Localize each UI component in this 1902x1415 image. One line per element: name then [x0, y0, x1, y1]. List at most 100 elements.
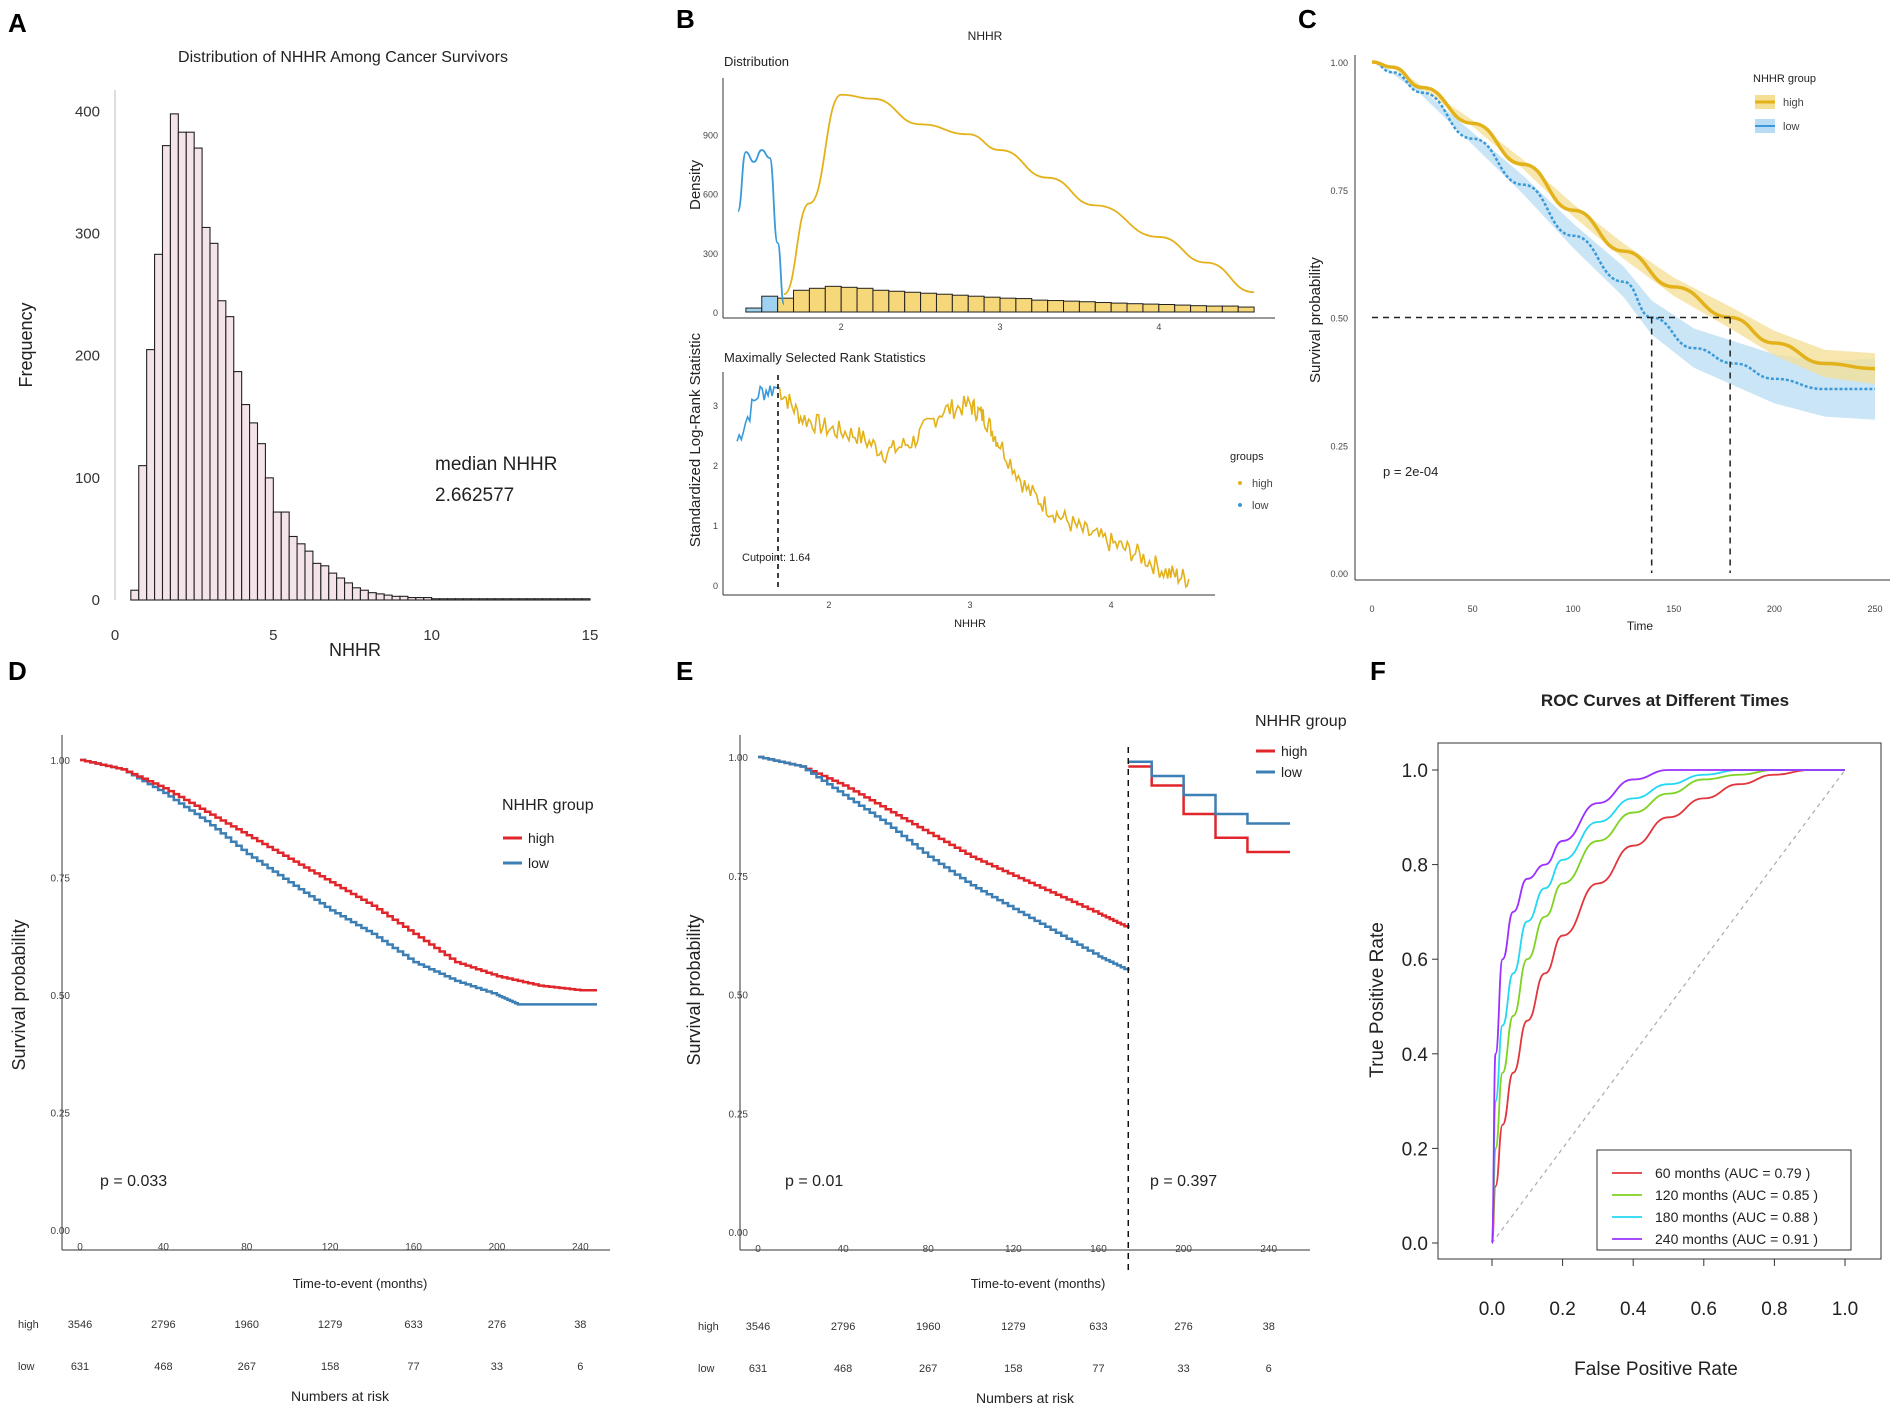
panel-a-title: Distribution of NHHR Among Cancer Surviv… [178, 49, 508, 66]
survival-curve-high-after [1128, 765, 1290, 854]
histogram-bar [486, 598, 496, 601]
panel-c-x-ticks: 0 50 100 150 200 250 [1369, 604, 1882, 614]
confidence-band [1372, 62, 1875, 384]
x-tick-label: 160 [1090, 1244, 1107, 1255]
panel-c-legend-high: high [1783, 97, 1804, 109]
survival-curve-low [80, 758, 597, 1006]
panel-e-landmark-survival: 0.00 0.25 0.50 0.75 1.00 0 40 80 120 160 200 240 S… [684, 713, 1347, 1406]
panel-c-pvalue: p = 2e-04 [1383, 464, 1438, 479]
risk-count-high: 38 [1263, 1321, 1275, 1333]
risk-count-high: 276 [488, 1319, 506, 1331]
risk-count-low: 6 [577, 1361, 583, 1373]
histogram-bar [391, 595, 401, 601]
legend-label: 180 months (AUC = 0.88 ) [1655, 1209, 1818, 1225]
histogram-bar [201, 226, 211, 601]
panel-b-legend-title: groups [1230, 451, 1264, 463]
histogram-bar [462, 598, 472, 601]
y-tick-label: 1.00 [51, 756, 71, 767]
y-tick-label: 1.0 [1402, 761, 1428, 782]
panel-e-y-label: Survival probability [684, 914, 704, 1065]
histogram-bar [320, 565, 330, 601]
panel-label-c: C [1298, 4, 1317, 34]
top-y-tick-label: 600 [703, 190, 718, 200]
density-histogram-bar [1047, 300, 1065, 313]
x-tick-label: 0 [111, 627, 119, 644]
risk-row-label-low: low [18, 1361, 35, 1373]
y-tick-label: 200 [75, 348, 100, 365]
density-histogram-bar [1237, 306, 1255, 313]
panel-e-legend-high: high [1281, 743, 1307, 759]
panel-label-f: F [1370, 656, 1386, 686]
risk-count-low: 33 [491, 1361, 503, 1373]
histogram-bar [431, 598, 441, 601]
legend-label: 120 months (AUC = 0.85 ) [1655, 1187, 1818, 1203]
density-histogram-bar [1110, 302, 1128, 313]
panel-label-e: E [676, 656, 693, 686]
panel-a-x-ticks: 0 5 10 15 [111, 627, 599, 644]
panel-e-pvalue-right: p = 0.397 [1150, 1173, 1217, 1190]
histogram-bar [573, 598, 583, 601]
histogram-bar [288, 535, 298, 601]
risk-count-low: 158 [1004, 1363, 1022, 1375]
bottom-y-tick-label: 3 [713, 401, 718, 411]
x-tick-label: 100 [1566, 604, 1581, 614]
density-histogram-bar [745, 307, 763, 313]
panel-f-roc: ROC Curves at Different Times 0.00.20.40… [1367, 691, 1882, 1380]
histogram-bar [312, 562, 322, 601]
panel-b-bottom-x-ticks: 2 3 4 [826, 600, 1113, 610]
density-histogram-bar [808, 287, 826, 313]
x-tick-label: 250 [1867, 604, 1882, 614]
panel-a-median-label: median NHHR [435, 454, 557, 475]
histogram-bar [193, 147, 203, 601]
risk-count-low: 6 [1266, 1363, 1272, 1375]
histogram-bar [446, 598, 456, 601]
panel-b-top-y-ticks: 0 300 600 900 [703, 130, 718, 318]
bottom-y-tick-label: 1 [713, 521, 718, 531]
survival-curve-low [1371, 60, 1875, 391]
y-tick-label: 0.00 [51, 1226, 71, 1237]
panel-b-density-lines [737, 93, 1255, 305]
statistic-line-low [736, 384, 779, 442]
panel-f-legend-box [1596, 1149, 1852, 1251]
y-tick-label: 0.8 [1402, 856, 1428, 877]
histogram-bar [304, 550, 314, 601]
x-tick-label: 200 [1175, 1244, 1192, 1255]
panel-d-survival: 0.00 0.25 0.50 0.75 1.00 0 40 80 120 160 200 240 S… [9, 735, 610, 1404]
histogram-bar [557, 598, 567, 601]
y-tick-label: 0.2 [1402, 1139, 1428, 1160]
panel-c-x-label: Time [1627, 619, 1654, 633]
histogram-bar [161, 145, 171, 601]
panel-b-density-label: Density [687, 159, 704, 210]
risk-count-high: 633 [1089, 1321, 1107, 1333]
density-histogram-bar [1158, 303, 1176, 313]
bottom-y-tick-label: 2 [713, 461, 718, 471]
histogram-bar [549, 598, 559, 601]
histogram-bar [375, 593, 385, 601]
histogram-bar [264, 477, 274, 601]
histogram-bar [423, 597, 433, 601]
density-histogram-bar [951, 294, 969, 313]
x-tick-label: 0 [755, 1244, 761, 1255]
histogram-bar [225, 316, 235, 601]
panel-e-pvalue-left: p = 0.01 [785, 1173, 843, 1190]
panel-b-legend-high: high [1252, 478, 1273, 490]
histogram-bar [478, 598, 488, 601]
density-histogram-bar [1190, 305, 1207, 313]
density-line-low [737, 149, 785, 305]
panel-b-top-subtitle: Distribution [724, 54, 789, 69]
top-y-tick-label: 0 [713, 308, 718, 318]
panel-d-y-label: Survival probability [9, 919, 29, 1070]
panel-b-statistic-line [736, 375, 1190, 589]
density-histogram-bar [920, 292, 937, 313]
y-tick-label: 0.50 [729, 991, 749, 1002]
panel-d-legend-title: NHHR group [502, 797, 594, 814]
panel-e-legend-low: low [1281, 764, 1303, 780]
panel-label-a: A [8, 8, 27, 38]
histogram-bar [518, 598, 528, 601]
x-tick-label: 1.0 [1832, 1299, 1858, 1320]
histogram-bar [454, 598, 464, 601]
x-tick-label: 0 [1369, 604, 1374, 614]
x-tick-label: 0.6 [1691, 1299, 1717, 1320]
